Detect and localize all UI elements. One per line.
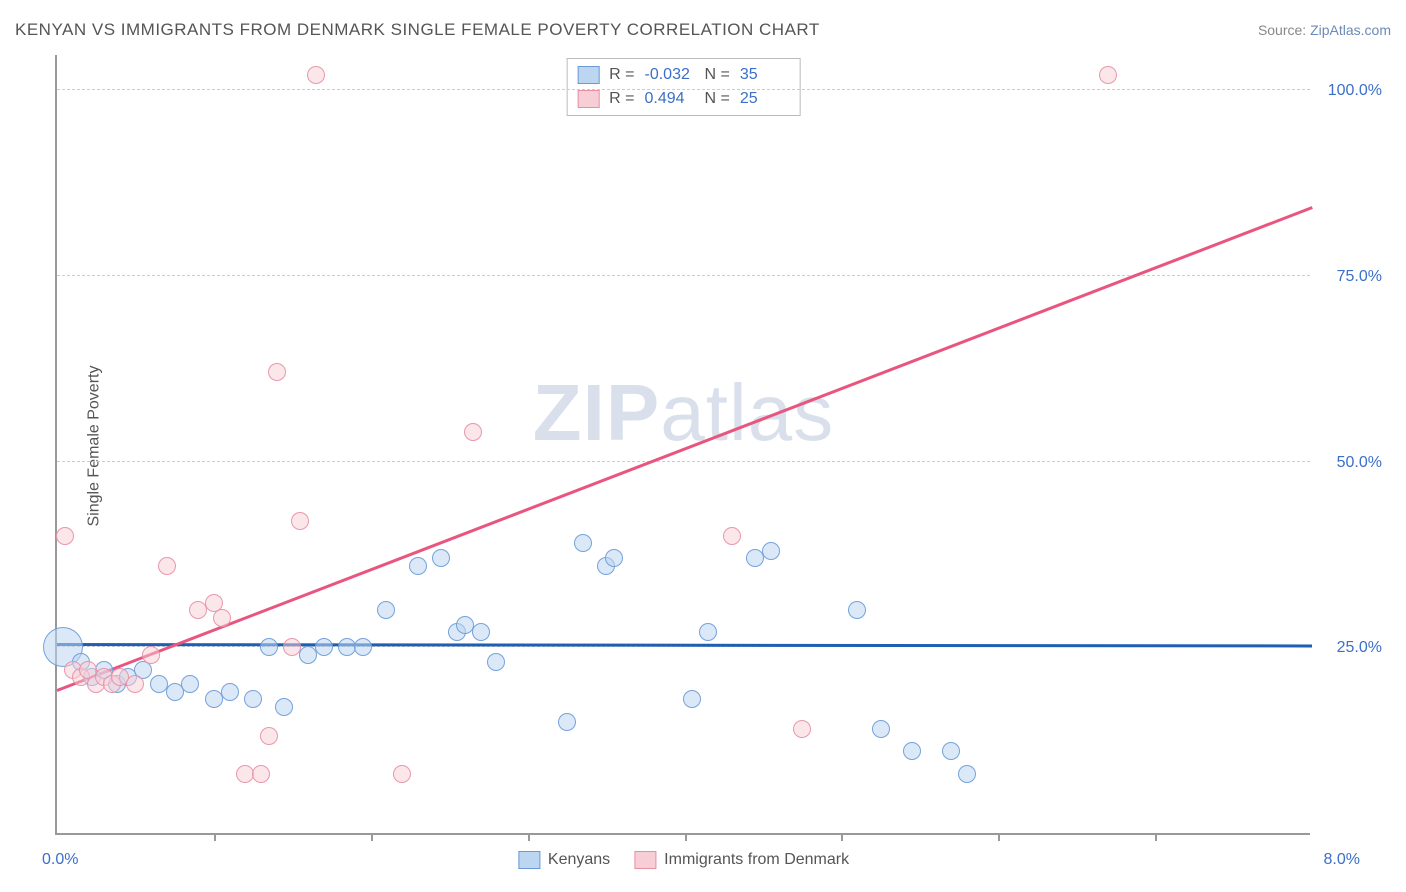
- data-point-kenyans: [377, 601, 395, 619]
- x-tick: [528, 833, 530, 841]
- gridline: [57, 89, 1310, 90]
- data-point-kenyans: [244, 690, 262, 708]
- data-point-denmark: [1099, 66, 1117, 84]
- swatch-icon: [634, 851, 656, 869]
- data-point-denmark: [213, 609, 231, 627]
- data-point-kenyans: [260, 638, 278, 656]
- data-point-denmark: [393, 765, 411, 783]
- y-tick-label: 100.0%: [1328, 82, 1382, 100]
- stat-row: R = 0.494 N = 25: [577, 87, 790, 111]
- data-point-kenyans: [942, 742, 960, 760]
- data-point-kenyans: [574, 534, 592, 552]
- source-attribution: Source: ZipAtlas.com: [1258, 22, 1391, 38]
- data-point-kenyans: [487, 653, 505, 671]
- watermark: ZIPatlas: [533, 367, 834, 459]
- data-point-kenyans: [958, 765, 976, 783]
- data-point-kenyans: [472, 623, 490, 641]
- r-label: R =: [609, 87, 634, 111]
- x-tick: [685, 833, 687, 841]
- legend-item: Kenyans: [518, 851, 610, 869]
- source-link[interactable]: ZipAtlas.com: [1310, 22, 1391, 38]
- data-point-kenyans: [354, 638, 372, 656]
- data-point-denmark: [723, 527, 741, 545]
- data-point-kenyans: [409, 557, 427, 575]
- legend-label: Immigrants from Denmark: [664, 851, 849, 869]
- data-point-denmark: [158, 557, 176, 575]
- data-point-kenyans: [762, 542, 780, 560]
- swatch-icon: [577, 90, 599, 108]
- plot-area: ZIPatlas R = -0.032 N = 35 R = 0.494 N =…: [55, 55, 1310, 835]
- gridline: [57, 275, 1310, 276]
- data-point-kenyans: [221, 683, 239, 701]
- x-tick: [998, 833, 1000, 841]
- data-point-kenyans: [699, 623, 717, 641]
- r-value: 0.494: [645, 87, 695, 111]
- chart-title: KENYAN VS IMMIGRANTS FROM DENMARK SINGLE…: [15, 20, 820, 40]
- x-axis-min-label: 0.0%: [42, 851, 78, 869]
- r-label: R =: [609, 63, 634, 87]
- data-point-denmark: [252, 765, 270, 783]
- n-label: N =: [705, 63, 730, 87]
- legend-item: Immigrants from Denmark: [634, 851, 849, 869]
- series-legend: Kenyans Immigrants from Denmark: [518, 851, 849, 869]
- x-tick: [371, 833, 373, 841]
- legend-label: Kenyans: [548, 851, 610, 869]
- data-point-denmark: [268, 363, 286, 381]
- y-tick-label: 25.0%: [1337, 639, 1382, 657]
- data-point-denmark: [142, 646, 160, 664]
- data-point-denmark: [307, 66, 325, 84]
- n-value: 25: [740, 87, 790, 111]
- n-value: 35: [740, 63, 790, 87]
- data-point-kenyans: [315, 638, 333, 656]
- data-point-denmark: [464, 423, 482, 441]
- watermark-light: atlas: [660, 368, 834, 457]
- x-tick: [1155, 833, 1157, 841]
- x-tick: [841, 833, 843, 841]
- gridline: [57, 461, 1310, 462]
- data-point-kenyans: [275, 698, 293, 716]
- chart-header: KENYAN VS IMMIGRANTS FROM DENMARK SINGLE…: [15, 20, 1391, 40]
- source-label: Source:: [1258, 22, 1310, 38]
- data-point-denmark: [260, 727, 278, 745]
- swatch-icon: [518, 851, 540, 869]
- x-axis-max-label: 8.0%: [1324, 851, 1360, 869]
- data-point-kenyans: [746, 549, 764, 567]
- n-label: N =: [705, 87, 730, 111]
- data-point-kenyans: [432, 549, 450, 567]
- data-point-kenyans: [181, 675, 199, 693]
- stat-row: R = -0.032 N = 35: [577, 63, 790, 87]
- y-tick-label: 50.0%: [1337, 454, 1382, 472]
- y-tick-label: 75.0%: [1337, 268, 1382, 286]
- correlation-stats-legend: R = -0.032 N = 35 R = 0.494 N = 25: [566, 58, 801, 116]
- r-value: -0.032: [645, 63, 695, 87]
- data-point-denmark: [56, 527, 74, 545]
- data-point-kenyans: [605, 549, 623, 567]
- swatch-icon: [577, 66, 599, 84]
- data-point-kenyans: [903, 742, 921, 760]
- x-tick: [214, 833, 216, 841]
- data-point-kenyans: [558, 713, 576, 731]
- data-point-denmark: [126, 675, 144, 693]
- data-point-denmark: [291, 512, 309, 530]
- trend-line-denmark: [56, 206, 1312, 692]
- data-point-denmark: [793, 720, 811, 738]
- data-point-kenyans: [872, 720, 890, 738]
- data-point-kenyans: [848, 601, 866, 619]
- watermark-bold: ZIP: [533, 368, 660, 457]
- data-point-denmark: [283, 638, 301, 656]
- data-point-kenyans: [683, 690, 701, 708]
